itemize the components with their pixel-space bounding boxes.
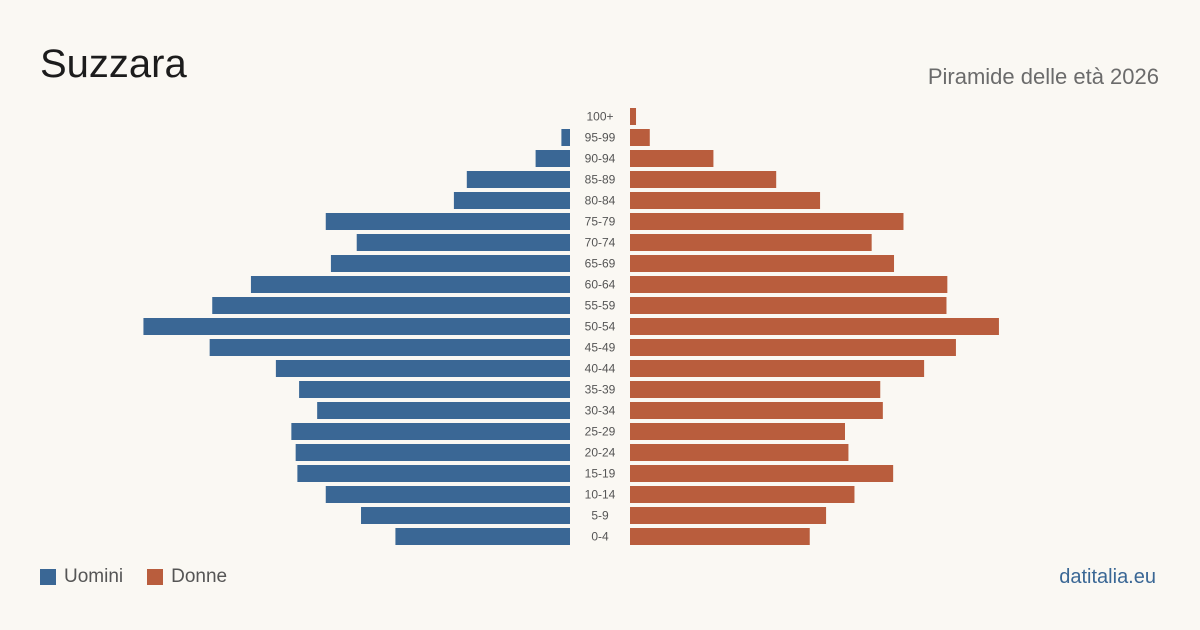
- bar-women-5-9: [630, 507, 827, 524]
- bar-men-50-54: [143, 318, 570, 335]
- age-label: 10-14: [585, 488, 616, 502]
- age-label: 50-54: [585, 320, 616, 334]
- bar-women-30-34: [630, 402, 883, 419]
- bar-women-45-49: [630, 339, 956, 356]
- legend-item-women: Donne: [147, 566, 227, 588]
- bar-women-70-74: [630, 234, 872, 251]
- age-label: 55-59: [585, 299, 616, 313]
- bar-men-60-64: [250, 276, 570, 293]
- bar-women-10-14: [630, 486, 855, 503]
- age-label: 20-24: [585, 446, 616, 460]
- age-label: 75-79: [585, 215, 616, 229]
- bar-women-55-59: [630, 297, 947, 314]
- bar-men-80-84: [453, 192, 570, 209]
- age-label: 65-69: [585, 257, 616, 271]
- bar-women-65-69: [630, 255, 895, 272]
- bar-women-25-29: [630, 423, 845, 440]
- age-label: 60-64: [585, 278, 616, 292]
- bar-women-0-4: [630, 528, 810, 545]
- bar-men-35-39: [299, 381, 570, 398]
- age-label: 80-84: [585, 194, 616, 208]
- bar-women-15-19: [630, 465, 894, 482]
- bar-women-75-79: [630, 213, 904, 230]
- bar-men-40-44: [275, 360, 570, 377]
- bar-men-5-9: [361, 507, 570, 524]
- bar-women-80-84: [630, 192, 821, 209]
- bar-women-95-99: [630, 129, 650, 146]
- legend-label-men: Uomini: [64, 566, 124, 587]
- page-title: Suzzara: [40, 42, 187, 86]
- age-label: 70-74: [585, 236, 616, 250]
- bar-women-50-54: [630, 318, 999, 335]
- source-link[interactable]: datitalia.eu: [1059, 566, 1156, 588]
- bar-men-25-29: [291, 423, 570, 440]
- age-label: 100+: [586, 110, 613, 124]
- bar-women-90-94: [630, 150, 714, 167]
- bar-men-45-49: [209, 339, 570, 356]
- age-label: 25-29: [585, 425, 616, 439]
- legend-item-men: Uomini: [40, 566, 123, 588]
- bar-men-10-14: [325, 486, 570, 503]
- age-label: 90-94: [585, 152, 616, 166]
- bar-men-65-69: [330, 255, 570, 272]
- age-label: 30-34: [585, 404, 616, 418]
- age-label: 0-4: [591, 530, 609, 544]
- bar-men-90-94: [535, 150, 570, 167]
- bar-men-70-74: [356, 234, 570, 251]
- age-label: 45-49: [585, 341, 616, 355]
- bar-men-20-24: [295, 444, 570, 461]
- age-label: 15-19: [585, 467, 616, 481]
- legend-swatch-women: [147, 569, 164, 585]
- bar-women-35-39: [630, 381, 881, 398]
- legend-label-women: Donne: [171, 566, 228, 587]
- chart-subtitle: Piramide delle età 2026: [927, 64, 1159, 89]
- age-label: 95-99: [585, 131, 616, 145]
- legend: Uomini Donne: [40, 566, 251, 588]
- age-label: 35-39: [585, 383, 616, 397]
- bar-men-0-4: [395, 528, 570, 545]
- age-label: 40-44: [585, 362, 616, 376]
- age-label: 85-89: [585, 173, 616, 187]
- legend-swatch-men: [40, 569, 56, 585]
- bar-men-85-89: [466, 171, 570, 188]
- bar-women-20-24: [630, 444, 849, 461]
- bar-women-85-89: [630, 171, 777, 188]
- bar-men-15-19: [297, 465, 570, 482]
- bar-men-95-99: [561, 129, 570, 146]
- age-label: 5-9: [591, 509, 609, 523]
- bar-women-60-64: [630, 276, 948, 293]
- bar-men-55-59: [212, 297, 571, 314]
- bar-women-100+: [630, 108, 637, 125]
- bar-men-30-34: [317, 402, 570, 419]
- bar-women-40-44: [630, 360, 925, 377]
- bar-men-75-79: [325, 213, 570, 230]
